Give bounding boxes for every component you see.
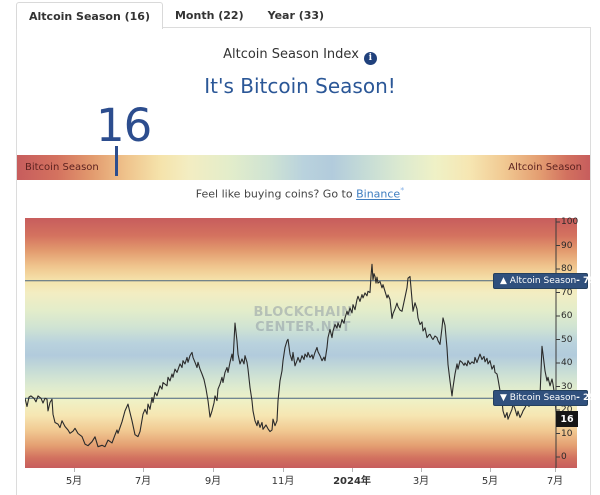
watermark: BLOCKCHAIN CENTER.NET (243, 305, 363, 336)
current-value-badge: 16 (556, 411, 578, 428)
x-tick-label-3: 11月 (271, 476, 295, 487)
watermark-line-1: BLOCKCHAIN (253, 305, 353, 320)
altcoin-threshold-label: ▲ Altcoin Season (500, 275, 577, 286)
page-title-row: Altcoin Season Index i (0, 47, 600, 65)
tab-year[interactable]: Year (33) (267, 8, 325, 22)
tab-altcoin-season[interactable]: Altcoin Season (16) (16, 2, 163, 29)
y-tick-label-30: 30 (561, 381, 573, 392)
altcoin-season-label: Altcoin Season (508, 162, 582, 173)
y-tick-label-20: 20 (561, 405, 573, 415)
tab-month[interactable]: Month (22) (174, 8, 244, 22)
page-title: Altcoin Season Index (223, 47, 359, 62)
x-tick-label-6: 5月 (481, 476, 499, 487)
cta-line: Feel like buying coins? Go to Binance* (0, 186, 600, 201)
cta-asterisk: * (400, 186, 405, 195)
tab-bar: Altcoin Season (16) Month (22) Year (33) (16, 2, 336, 29)
x-tick-mark-2 (213, 468, 214, 472)
chart-background (25, 218, 577, 468)
x-tick-label-4: 2024年 (333, 476, 371, 487)
y-tick-label-100: 100 (561, 217, 579, 227)
season-message: It's Bitcoin Season! (204, 74, 396, 98)
x-tick-mark-0 (74, 468, 75, 472)
y-tick-label-90: 90 (561, 240, 573, 251)
x-tick-label-7: 7月 (546, 476, 564, 487)
y-tick-label-50: 50 (561, 334, 573, 345)
y-tick-label-80: 80 (561, 264, 573, 274)
x-tick-mark-1 (143, 468, 144, 472)
cta-text: Feel like buying coins? Go to (195, 187, 357, 201)
bitcoin-season-threshold-box: ▼ Bitcoin Season - 25 (493, 390, 596, 407)
altcoin-threshold-value: - 75 (576, 275, 596, 286)
bitcoin-season-label: Bitcoin Season (25, 162, 99, 173)
y-tick-label-40: 40 (561, 358, 573, 368)
y-tick-label-10: 10 (561, 428, 573, 439)
y-tick-label-70: 70 (561, 287, 573, 298)
x-tick-label-1: 7月 (134, 476, 152, 487)
altcoin-season-threshold-box: ▲ Altcoin Season - 75 (493, 272, 596, 289)
binance-link[interactable]: Binance (356, 187, 401, 201)
x-tick-mark-4 (352, 468, 353, 472)
info-icon[interactable]: i (363, 52, 377, 65)
y-tick-label-60: 60 (561, 311, 573, 321)
x-tick-mark-5 (421, 468, 422, 472)
x-tick-mark-6 (490, 468, 491, 472)
season-gradient-bar: Bitcoin Season Altcoin Season (17, 155, 590, 180)
index-marker (115, 146, 118, 176)
x-tick-mark-7 (555, 468, 556, 472)
index-value: 16 (96, 99, 152, 152)
y-tick-label-0: 0 (561, 452, 567, 462)
x-tick-label-0: 5月 (65, 476, 83, 487)
x-tick-label-5: 3月 (412, 476, 430, 487)
index-series-line (25, 263, 558, 448)
x-tick-mark-3 (283, 468, 284, 472)
bitcoin-threshold-label: ▼ Bitcoin Season (500, 393, 577, 404)
index-line-chart (25, 218, 560, 468)
x-tick-label-2: 9月 (204, 476, 222, 487)
bitcoin-threshold-value: - 25 (576, 393, 596, 404)
watermark-line-2: CENTER.NET (255, 319, 351, 335)
